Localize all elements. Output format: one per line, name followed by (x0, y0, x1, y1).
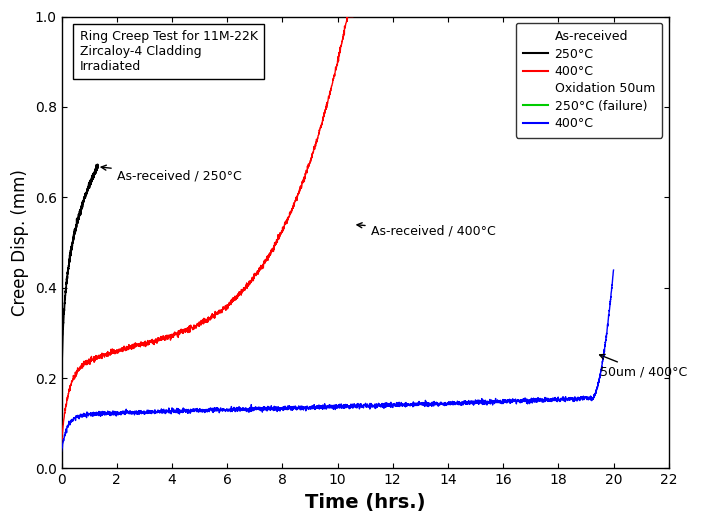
Text: Ring Creep Test for 11M-22K
Zircaloy-4 Cladding
Irradiated: Ring Creep Test for 11M-22K Zircaloy-4 C… (80, 30, 258, 73)
X-axis label: Time (hrs.): Time (hrs.) (305, 493, 425, 512)
Text: As-received / 400°C: As-received / 400°C (357, 223, 496, 238)
Y-axis label: Creep Disp. (mm): Creep Disp. (mm) (11, 169, 29, 316)
Text: As-received / 250°C: As-received / 250°C (101, 165, 242, 182)
Legend: As-received, 250°C, 400°C, Oxidation 50um, 250°C (failure), 400°C: As-received, 250°C, 400°C, Oxidation 50u… (516, 23, 663, 138)
Text: 50um / 400°C: 50um / 400°C (600, 355, 687, 379)
